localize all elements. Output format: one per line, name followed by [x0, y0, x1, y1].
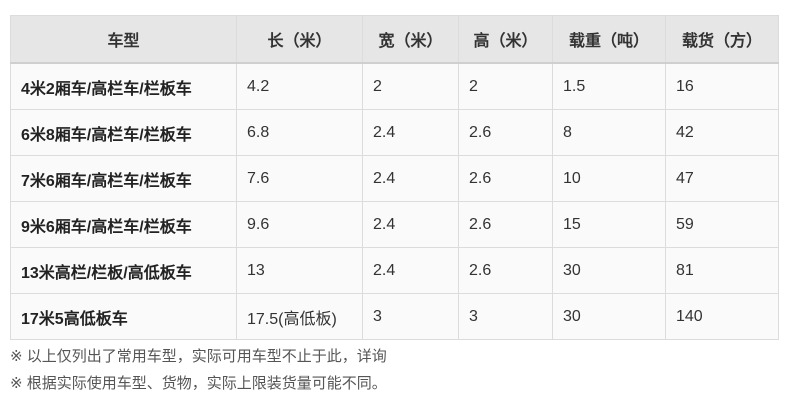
table-row: 13米高栏/栏板/高低板车 13 2.4 2.6 30 81 — [10, 247, 779, 294]
vehicle-type-cell: 17米5高低板车 — [10, 293, 237, 340]
footnote: ※ 以上仅列出了常用车型，实际可用车型不止于此，详询 — [10, 348, 387, 365]
table-cell: 3 — [362, 293, 459, 340]
column-header: 载重（吨） — [552, 15, 666, 64]
table-cell: 8 — [552, 109, 666, 156]
table-cell: 59 — [665, 201, 779, 248]
table-cell: 2.4 — [362, 155, 459, 202]
table-cell: 2.6 — [458, 201, 553, 248]
vehicle-type-cell: 9米6厢车/高栏车/栏板车 — [10, 201, 237, 248]
table-cell: 2 — [458, 62, 553, 110]
table-cell: 16 — [665, 62, 779, 110]
table-cell: 2.6 — [458, 247, 553, 294]
table-cell: 2.4 — [362, 109, 459, 156]
table-cell: 10 — [552, 155, 666, 202]
table-cell: 17.5(高低板) — [236, 293, 363, 340]
table-cell: 81 — [665, 247, 779, 294]
table-cell: 6.8 — [236, 109, 363, 156]
table-cell: 9.6 — [236, 201, 363, 248]
table-row: 7米6厢车/高栏车/栏板车 7.6 2.4 2.6 10 47 — [10, 155, 779, 202]
table-cell: 30 — [552, 293, 666, 340]
table-row: 9米6厢车/高栏车/栏板车 9.6 2.4 2.6 15 59 — [10, 201, 779, 248]
vehicle-type-cell: 7米6厢车/高栏车/栏板车 — [10, 155, 237, 202]
table-cell: 1.5 — [552, 62, 666, 110]
table-cell: 140 — [665, 293, 779, 340]
footnotes: ※ 以上仅列出了常用车型，实际可用车型不止于此，详询 ※ 根据实际使用车型、货物… — [10, 343, 387, 397]
column-header: 长（米） — [236, 15, 363, 64]
table-cell: 15 — [552, 201, 666, 248]
table-row: 6米8厢车/高栏车/栏板车 6.8 2.4 2.6 8 42 — [10, 109, 779, 156]
vehicle-type-cell: 4米2厢车/高栏车/栏板车 — [10, 62, 237, 110]
table-row: 4米2厢车/高栏车/栏板车 4.2 2 2 1.5 16 — [10, 62, 779, 110]
table-cell: 2.4 — [362, 247, 459, 294]
vehicle-spec-table: 车型 长（米） 宽（米） 高（米） 载重（吨） 载货（方） 4米2厢车/高栏车/栏板车 4.… — [10, 15, 779, 340]
table-cell: 13 — [236, 247, 363, 294]
table-cell: 2 — [362, 62, 459, 110]
table-row: 17米5高低板车 17.5(高低板) 3 3 30 140 — [10, 293, 779, 340]
column-header: 高（米） — [458, 15, 553, 64]
column-header: 载货（方） — [665, 15, 779, 64]
table-cell: 7.6 — [236, 155, 363, 202]
table-cell: 47 — [665, 155, 779, 202]
vehicle-type-cell: 13米高栏/栏板/高低板车 — [10, 247, 237, 294]
column-header: 宽（米） — [362, 15, 459, 64]
table-cell: 30 — [552, 247, 666, 294]
table-cell: 42 — [665, 109, 779, 156]
footnote: ※ 根据实际使用车型、货物，实际上限装货量可能不同。 — [10, 375, 387, 392]
table-cell: 4.2 — [236, 62, 363, 110]
column-header: 车型 — [10, 15, 237, 64]
vehicle-type-cell: 6米8厢车/高栏车/栏板车 — [10, 109, 237, 156]
table-cell: 2.4 — [362, 201, 459, 248]
table-header-row: 车型 长（米） 宽（米） 高（米） 载重（吨） 载货（方） — [10, 15, 779, 64]
table-cell: 2.6 — [458, 109, 553, 156]
table-cell: 3 — [458, 293, 553, 340]
table-cell: 2.6 — [458, 155, 553, 202]
